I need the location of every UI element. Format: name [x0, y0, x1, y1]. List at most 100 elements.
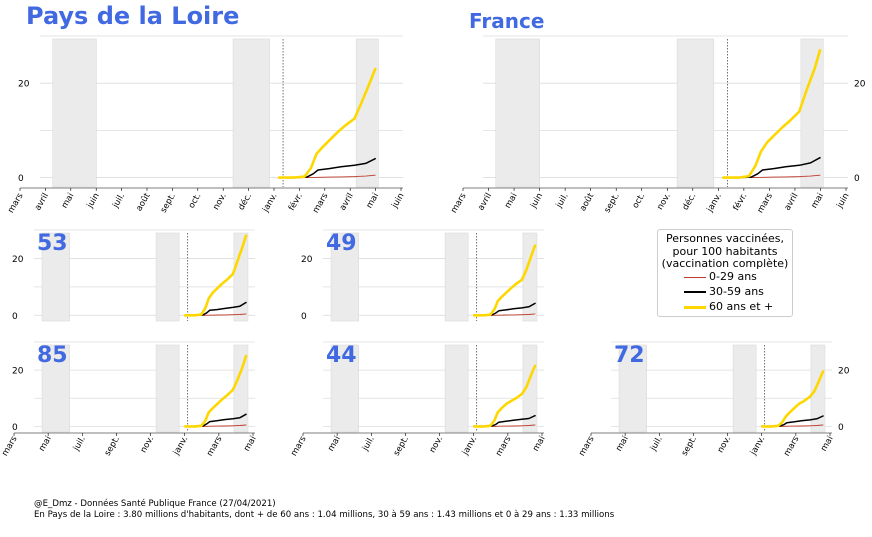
x-tick-label: juil. — [360, 435, 377, 454]
x-tick-label: juil. — [554, 192, 571, 211]
series-line-60-ans-et- — [277, 67, 377, 179]
x-tick-label: juil. — [110, 192, 127, 211]
y-tick-label: 0 — [838, 423, 844, 433]
shaded-period — [41, 232, 70, 322]
panel-title-dept: 72 — [614, 343, 645, 368]
x-tick-label: mars — [756, 191, 776, 215]
series-line-60-ans-et- — [722, 48, 822, 179]
legend-title: Personnes vaccinées, pour 100 habitants … — [658, 232, 792, 271]
footer-note: @E_Dmz - Données Santé Publique France (… — [34, 499, 614, 520]
x-tick-label: nov. — [139, 435, 156, 455]
legend-swatch — [684, 291, 706, 293]
panel-title-dept: 85 — [37, 343, 68, 368]
x-tick-label: mai — [37, 435, 54, 454]
x-tick-label: sept. — [680, 435, 699, 458]
x-tick-label: sept. — [103, 435, 122, 458]
shaded-period — [495, 38, 540, 188]
x-tick-label: mai — [60, 192, 77, 211]
y-tick-label: 0 — [12, 423, 18, 433]
series-line-60-ans-et- — [472, 244, 537, 317]
shaded-period — [444, 344, 469, 433]
x-tick-label: juin — [390, 192, 407, 211]
x-tick-label: oct. — [631, 192, 648, 211]
x-tick-label: juin — [835, 192, 852, 211]
legend-title-line: pour 100 habitants — [672, 244, 778, 258]
y-tick-label: 0 — [301, 312, 307, 322]
shaded-period — [41, 344, 70, 433]
x-tick-label: mai — [531, 435, 548, 454]
x-tick-label: mars — [577, 434, 597, 458]
x-tick-label: sept. — [603, 192, 622, 215]
x-tick-label: avril — [338, 192, 356, 213]
x-tick-label: mai — [819, 435, 836, 454]
shaded-period — [732, 344, 757, 433]
footer-source: @E_Dmz - Données Santé Publique France (… — [34, 499, 276, 509]
shaded-period — [444, 232, 469, 322]
shaded-period — [233, 232, 249, 322]
y-tick-label: 0 — [854, 174, 860, 184]
x-tick-label: août — [578, 191, 597, 213]
x-tick-label: avril — [783, 192, 801, 213]
x-tick-label: nov. — [428, 435, 445, 455]
x-tick-label: sept. — [392, 435, 411, 458]
x-tick-label: nov. — [655, 192, 672, 212]
y-tick-label: 20 — [854, 80, 866, 90]
x-tick-label: mars — [782, 434, 802, 458]
x-tick-label: janv. — [705, 192, 724, 215]
shaded-period — [330, 232, 359, 322]
x-tick-label: août — [134, 191, 153, 213]
national-title: France — [469, 9, 545, 33]
shaded-period — [618, 344, 647, 433]
legend-label: 60 ans et + — [709, 300, 774, 313]
x-tick-label: févr. — [731, 191, 750, 213]
x-tick-label: mai — [365, 192, 382, 211]
shaded-period — [330, 344, 359, 433]
legend-title-line: Personnes vaccinées, — [665, 232, 785, 245]
x-tick-label: juil. — [71, 435, 88, 454]
x-tick-label: mars — [449, 191, 469, 215]
shaded-period — [676, 38, 715, 188]
panel-title-dept: 53 — [37, 231, 68, 256]
legend: Personnes vaccinées, pour 100 habitants … — [657, 229, 793, 317]
shaded-period — [800, 38, 824, 188]
x-tick-label: nov. — [716, 435, 733, 455]
footer-population: En Pays de la Loire : 3.80 millions d'ha… — [34, 509, 615, 520]
x-tick-label: avril — [476, 192, 494, 213]
x-tick-label: nov. — [211, 192, 228, 212]
series-line-60-ans-et- — [472, 364, 537, 428]
x-tick-label: janv. — [748, 435, 767, 458]
shaded-period — [810, 344, 826, 433]
region-title: Pays de la Loire — [26, 2, 240, 30]
chart-panel-53: 0 20 53 — [12, 229, 255, 322]
legend-swatch — [684, 306, 706, 309]
y-tick-label: 0 — [12, 312, 18, 322]
chart-panel-49: 0 20 49 — [301, 229, 544, 322]
y-tick-label: 20 — [12, 255, 24, 265]
x-tick-label: mai — [242, 435, 259, 454]
panel-title-dept: 44 — [326, 343, 357, 368]
x-tick-label: mars — [311, 191, 331, 215]
shaded-period — [52, 38, 97, 188]
shaded-period — [232, 38, 270, 188]
x-tick-label: mars — [6, 191, 26, 215]
panel-title-dept: 49 — [326, 231, 357, 256]
x-tick-label: janv. — [460, 435, 479, 458]
x-tick-label: juil. — [648, 435, 665, 454]
x-tick-label: juin — [528, 192, 545, 211]
y-tick-label: 0 — [18, 174, 24, 184]
legend-label: 30-59 ans — [709, 285, 764, 298]
x-tick-label: déc. — [680, 191, 699, 212]
y-tick-label: 20 — [18, 80, 30, 90]
series-line-60-ans-et- — [760, 370, 825, 428]
x-tick-label: oct. — [187, 192, 204, 211]
x-tick-label: mars — [494, 434, 514, 458]
legend-label: 0-29 ans — [709, 270, 757, 283]
x-tick-label: janv. — [171, 435, 190, 458]
x-tick-label: mars — [289, 434, 309, 458]
x-tick-label: sept. — [159, 192, 178, 215]
